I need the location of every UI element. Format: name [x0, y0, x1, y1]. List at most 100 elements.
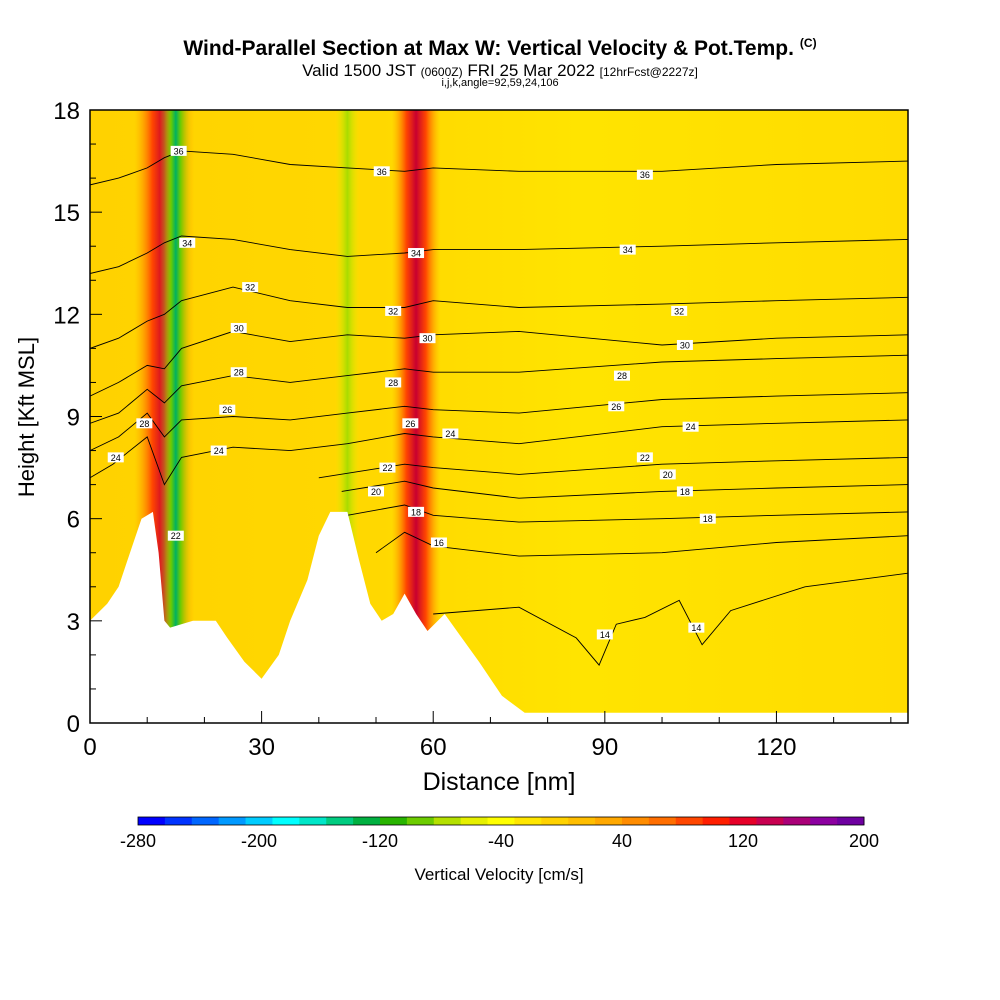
- theta-contour-34: [90, 235, 908, 274]
- colorbar-swatch: [191, 817, 220, 825]
- colorbar-tick-label: -40: [488, 831, 514, 851]
- contour-label: 20: [368, 486, 385, 497]
- contour-label: 24: [210, 445, 227, 456]
- svg-text:20: 20: [371, 487, 381, 497]
- colorbar-tick-label: 200: [849, 831, 879, 851]
- contour-label: 34: [619, 244, 636, 255]
- colorbar-swatch: [406, 817, 435, 825]
- svg-text:32: 32: [674, 306, 684, 316]
- colorbar-swatch: [299, 817, 327, 825]
- colorbar-tick-label: -280: [120, 831, 156, 851]
- contour-label: 22: [167, 530, 184, 541]
- contour-label: 28: [136, 418, 153, 429]
- colorbar-swatch: [568, 817, 596, 825]
- svg-text:24: 24: [686, 422, 696, 432]
- terrain: [90, 511, 908, 723]
- colorbar-tick-label: 120: [728, 831, 758, 851]
- colorbar-frame: [137, 816, 865, 826]
- theta-contour-20: [341, 480, 908, 499]
- contour-label: 30: [676, 339, 693, 350]
- contour-label: 36: [373, 166, 390, 177]
- y-tick-label: 18: [53, 98, 80, 125]
- colorbar-tick-label: -120: [362, 831, 398, 851]
- colorbar-swatch: [245, 817, 273, 825]
- svg-text:26: 26: [611, 402, 621, 412]
- colorbar-swatch: [702, 817, 731, 825]
- chart-subtitle: Valid 1500 JST (0600Z) FRI 25 Mar 2022 […: [0, 61, 1000, 81]
- colorbar-swatch: [138, 817, 166, 825]
- contour-label: 34: [179, 237, 196, 248]
- colorbar-swatch: [487, 817, 515, 825]
- contour-label: 30: [419, 333, 436, 344]
- svg-text:22: 22: [382, 463, 392, 473]
- svg-text:20: 20: [663, 470, 673, 480]
- contour-label: 18: [676, 486, 693, 497]
- svg-text:30: 30: [680, 340, 690, 350]
- theta-contours: [90, 150, 908, 666]
- theta-contour-32: [90, 286, 908, 349]
- colorbar-swatch: [675, 817, 704, 825]
- colorbar-swatch: [218, 817, 247, 825]
- svg-text:30: 30: [234, 323, 244, 333]
- theta-contour-18: [347, 504, 908, 523]
- contour-label: 32: [385, 305, 402, 316]
- colorbar-swatch: [326, 817, 354, 825]
- contour-label: 30: [230, 322, 247, 333]
- contour-label: 28: [230, 367, 247, 378]
- x-axis-label: Distance [nm]: [423, 768, 576, 796]
- colorbar-swatch: [164, 817, 193, 825]
- valid-date-label: FRI 25 Mar 2022: [467, 61, 595, 80]
- svg-text:24: 24: [111, 453, 121, 463]
- chart-title: Wind-Parallel Section at Max W: Vertical…: [0, 36, 1000, 61]
- chart-title-text: Wind-Parallel Section at Max W: Vertical…: [183, 37, 794, 60]
- contour-label: 26: [219, 404, 236, 415]
- svg-text:36: 36: [174, 146, 184, 156]
- contour-label: 26: [608, 401, 625, 412]
- theta-contour-26: [90, 392, 908, 452]
- contour-label: 16: [430, 537, 447, 548]
- svg-text:28: 28: [139, 419, 149, 429]
- contour-label: 34: [408, 248, 425, 259]
- svg-text:28: 28: [234, 368, 244, 378]
- theta-contour-30: [90, 330, 908, 397]
- contour-label: 22: [636, 452, 653, 463]
- svg-text:26: 26: [222, 405, 232, 415]
- section-indices: i,j,k,angle=92,59,24,106: [441, 77, 559, 89]
- forecast-label: [12hrFcst@2227z]: [599, 65, 698, 79]
- contour-label: 24: [682, 421, 699, 432]
- x-tick-label: 0: [83, 734, 96, 761]
- y-tick-label: 6: [67, 507, 80, 534]
- contour-label: 28: [613, 370, 630, 381]
- svg-text:34: 34: [623, 245, 633, 255]
- colorbar-swatch: [353, 817, 381, 825]
- contour-label: 24: [107, 452, 124, 463]
- colorbar-swatch: [514, 817, 542, 825]
- x-tick-label: 60: [420, 734, 447, 761]
- contour-label: 14: [688, 622, 705, 633]
- svg-text:24: 24: [445, 429, 455, 439]
- contour-label: 14: [596, 629, 613, 640]
- colorbar-tick-label: 40: [612, 831, 632, 851]
- y-axis-label: Height [Kft MSL]: [14, 337, 39, 497]
- svg-text:18: 18: [411, 507, 421, 517]
- colorbar-swatch: [648, 817, 677, 825]
- plot-area: 36 36 36 34 34 34 32 32 32 30 30 30 28 28 28 28 26 26 26 24…: [90, 110, 908, 723]
- colorbar-swatch: [433, 817, 462, 825]
- contour-label: 22: [379, 462, 396, 473]
- contour-label: 18: [408, 506, 425, 517]
- svg-text:36: 36: [377, 167, 387, 177]
- theta-contour-14: [433, 572, 908, 666]
- theta-contour-16: [375, 531, 908, 557]
- svg-text:32: 32: [245, 283, 255, 293]
- colorbar-label: Vertical Velocity [cm/s]: [414, 865, 583, 884]
- colorbar: -280 -200 -120 -40 40 120 200: [120, 816, 879, 851]
- colorbar-swatch: [272, 817, 300, 825]
- svg-text:32: 32: [388, 306, 398, 316]
- contour-label: 32: [242, 282, 259, 293]
- svg-text:26: 26: [405, 419, 415, 429]
- contour-label: 26: [402, 418, 419, 429]
- downdraft-core-0: [159, 110, 192, 723]
- colorbar-swatch: [837, 817, 865, 825]
